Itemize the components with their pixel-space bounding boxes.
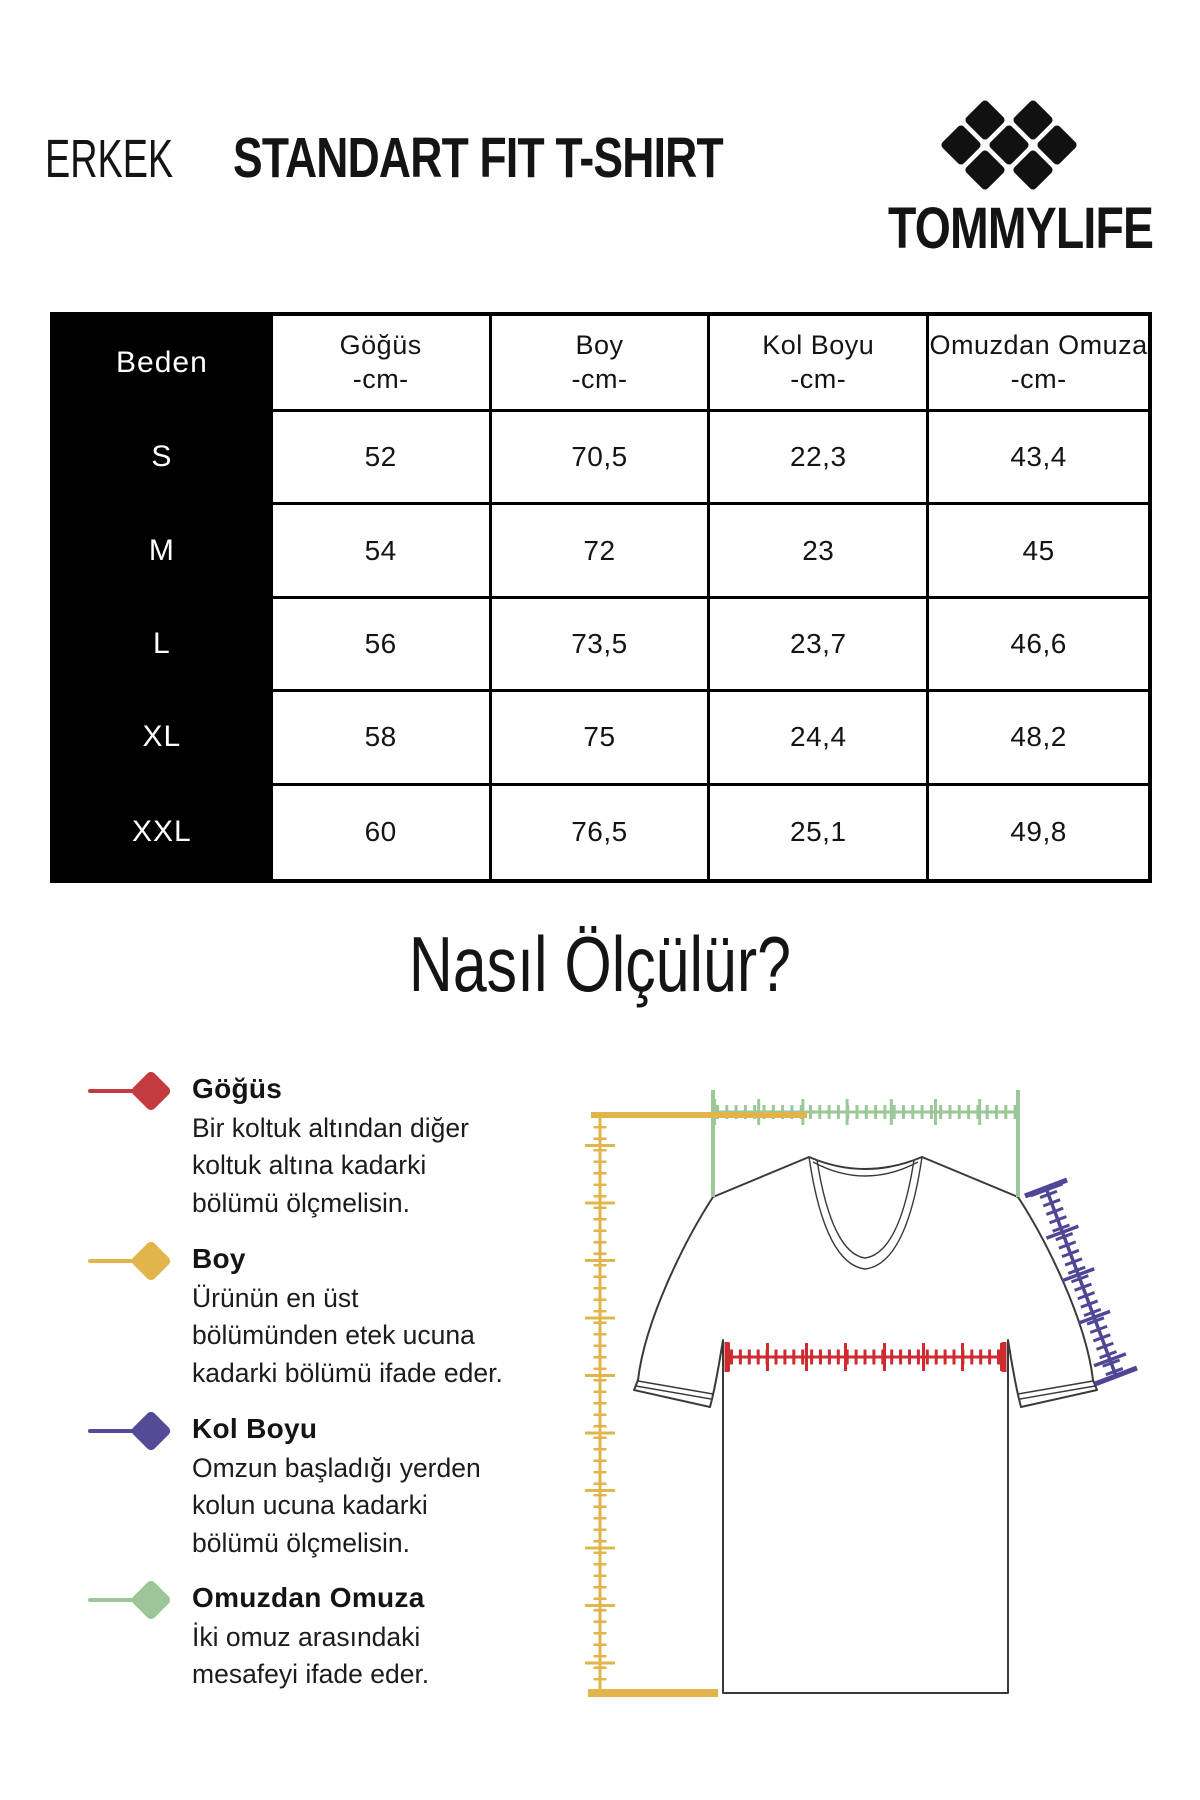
measurement-value: 75 (491, 692, 711, 786)
legend-name: Kol Boyu (192, 1413, 318, 1444)
length-ruler (585, 1112, 807, 1697)
measurement-value: 48,2 (929, 692, 1148, 786)
marker-line (88, 1598, 152, 1602)
marker-diamond-icon (129, 1409, 173, 1453)
table-corner-label: Beden (54, 316, 273, 412)
legend-description: Ürünün en üst bölümünden etek ucuna kada… (192, 1282, 503, 1388)
measure-marker-icon (88, 1069, 180, 1113)
measure-marker-icon (88, 1578, 180, 1622)
legend-description: İki omuz arasındaki mesafeyi ifade eder. (192, 1621, 430, 1690)
size-label: M (54, 505, 273, 599)
size-label: S (54, 412, 273, 506)
legend-item: Boy Ürünün en üst bölümünden etek ucuna k… (88, 1239, 508, 1392)
legend-item: Kol Boyu Omzun başladığı yerden kolun ucu… (88, 1409, 508, 1562)
measurement-value: 24,4 (710, 692, 930, 786)
legend-name: Boy (192, 1243, 246, 1274)
measurement-value: 23,7 (710, 598, 930, 693)
legend-description: Omzun başladığı yerden kolun ucuna kadar… (192, 1452, 481, 1558)
measurement-value: 72 (491, 505, 711, 599)
measure-marker-icon (88, 1239, 180, 1283)
legend-name: Göğüs (192, 1073, 283, 1104)
product-category: ERKEK (45, 129, 174, 189)
measurement-value: 76,5 (492, 785, 711, 879)
legend-text: Göğüs Bir koltuk altından diğer koltuk al… (192, 1072, 508, 1222)
size-table: Beden Göğüs -cm- Boy -cm- Kol Boyu -cm- Omuzdan… (50, 312, 1152, 883)
product-title: STANDART FIT T-SHIRT (232, 126, 724, 190)
marker-line (88, 1089, 152, 1093)
tshirt-measurement-diagram (585, 1090, 1138, 1697)
measurement-value: 45 (929, 505, 1148, 599)
marker-diamond-icon (129, 1239, 173, 1283)
measure-marker-icon (88, 1409, 180, 1453)
marker-diamond-icon (129, 1069, 173, 1113)
measurement-value: 23 (710, 505, 930, 599)
measurement-value: 49,8 (1010, 816, 1067, 848)
column-header: Omuzdan Omuza -cm- (929, 316, 1148, 412)
measurement-value: 73,5 (491, 598, 711, 693)
measurement-value: 56 (272, 598, 492, 693)
brand-block: TOMMYLIFE (858, 98, 1158, 258)
brand-name-text: TOMMYLIFE (888, 196, 1154, 261)
measurement-value: 22,3 (710, 412, 930, 506)
brand-name: TOMMYLIFE (888, 200, 1154, 258)
legend-text: Omuzdan Omuza İki omuz arasındaki mesafey… (192, 1581, 508, 1694)
product-heading: ERKEK STANDART FIT T-SHIRT (45, 122, 861, 188)
measurement-value: 54 (272, 505, 492, 599)
legend-item: Omuzdan Omuza İki omuz arasındaki mesafey… (88, 1578, 508, 1694)
legend-name: Omuzdan Omuza (192, 1582, 425, 1613)
legend-text: Kol Boyu Omzun başladığı yerden kolun ucu… (192, 1412, 508, 1562)
marker-line (88, 1259, 152, 1263)
howto-title: Nasıl Ölçülür? (0, 925, 1200, 1003)
measurement-value: 60 (273, 785, 492, 879)
column-header: Göğüs -cm- (272, 316, 492, 412)
measurement-value: 46,6 (929, 599, 1148, 693)
legend-item: Göğüs Bir koltuk altından diğer koltuk al… (88, 1069, 508, 1222)
size-label: XL (54, 692, 273, 786)
measurement-value: 58 (272, 692, 492, 786)
marker-diamond-icon (129, 1578, 173, 1622)
measurement-value: 70,5 (491, 412, 711, 506)
marker-line (88, 1429, 152, 1433)
sleeve-ruler (1024, 1177, 1138, 1387)
size-label: XXL (54, 785, 273, 879)
column-header: Kol Boyu -cm- (710, 316, 930, 412)
tommylife-diamonds-logo-icon (939, 98, 1079, 192)
measurement-value: 43,4 (929, 412, 1148, 506)
howto-title-text: Nasıl Ölçülür? (408, 920, 792, 1008)
size-label: L (54, 598, 273, 693)
measurement-value: 52 (272, 412, 492, 506)
chest-ruler (724, 1342, 1007, 1372)
legend-description: Bir koltuk altından diğer koltuk altına … (192, 1112, 469, 1218)
legend-text: Boy Ürünün en üst bölümünden etek ucuna k… (192, 1242, 508, 1392)
column-header: Boy -cm- (491, 316, 711, 412)
tshirt-outline (633, 1156, 1098, 1694)
measurement-value: 25,1 (710, 785, 930, 879)
